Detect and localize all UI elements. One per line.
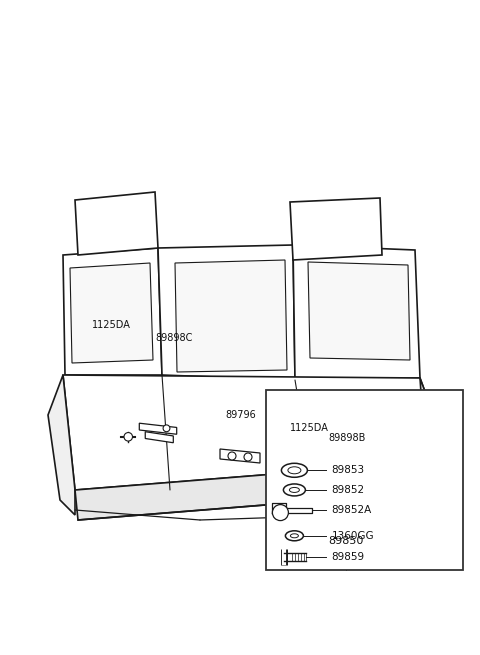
Ellipse shape	[290, 534, 299, 538]
Text: 89796: 89796	[225, 410, 256, 420]
Text: 1125DA: 1125DA	[290, 423, 329, 433]
Polygon shape	[293, 245, 420, 380]
Polygon shape	[63, 248, 162, 375]
Text: 89853: 89853	[331, 465, 364, 476]
Circle shape	[124, 432, 132, 441]
Polygon shape	[48, 375, 75, 515]
Polygon shape	[220, 449, 260, 463]
Text: 89852: 89852	[331, 485, 364, 495]
Polygon shape	[327, 464, 355, 475]
Polygon shape	[266, 390, 463, 570]
Polygon shape	[290, 198, 382, 260]
Polygon shape	[158, 245, 295, 380]
Polygon shape	[70, 263, 153, 363]
Circle shape	[163, 425, 170, 432]
Polygon shape	[175, 260, 287, 372]
Polygon shape	[63, 375, 450, 490]
Text: 89852A: 89852A	[331, 504, 372, 515]
Circle shape	[244, 453, 252, 461]
Polygon shape	[75, 460, 452, 520]
Text: 89850: 89850	[328, 536, 363, 546]
Polygon shape	[420, 378, 452, 490]
Circle shape	[228, 452, 236, 460]
Text: 1360GG: 1360GG	[331, 531, 374, 541]
Text: 89898C: 89898C	[155, 333, 192, 343]
Ellipse shape	[283, 484, 305, 496]
Ellipse shape	[288, 467, 301, 474]
Text: 89898B: 89898B	[328, 433, 365, 443]
Text: 1125DA: 1125DA	[92, 320, 131, 330]
Polygon shape	[139, 423, 177, 434]
Ellipse shape	[289, 487, 300, 493]
Ellipse shape	[286, 531, 303, 541]
Ellipse shape	[281, 463, 307, 477]
Circle shape	[273, 504, 288, 521]
Text: 89859: 89859	[331, 552, 364, 562]
Polygon shape	[145, 432, 173, 443]
Polygon shape	[308, 262, 410, 360]
Polygon shape	[321, 455, 359, 466]
Circle shape	[306, 464, 314, 473]
Circle shape	[345, 457, 352, 464]
Polygon shape	[75, 192, 158, 255]
